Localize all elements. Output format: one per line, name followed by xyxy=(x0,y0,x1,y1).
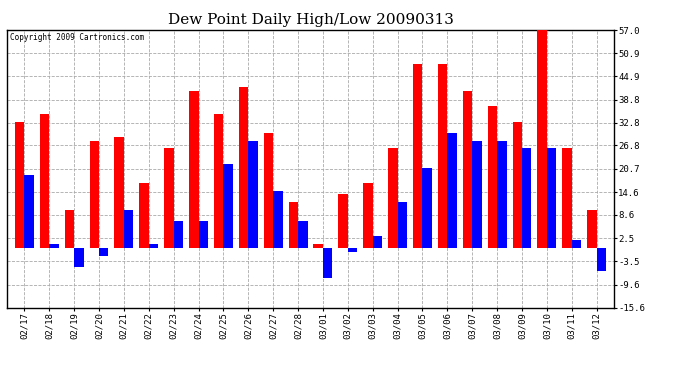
Bar xyxy=(373,236,382,248)
Bar xyxy=(438,64,447,248)
Bar xyxy=(463,91,472,248)
Bar xyxy=(488,106,497,248)
Bar xyxy=(538,30,547,248)
Bar xyxy=(397,202,407,248)
Bar xyxy=(497,141,506,248)
Bar xyxy=(273,190,283,248)
Bar xyxy=(388,148,397,248)
Bar xyxy=(24,175,34,248)
Bar xyxy=(363,183,373,248)
Bar xyxy=(323,248,333,279)
Bar xyxy=(338,194,348,248)
Bar xyxy=(513,122,522,248)
Text: Copyright 2009 Cartronics.com: Copyright 2009 Cartronics.com xyxy=(10,33,144,42)
Bar xyxy=(124,210,133,248)
Bar xyxy=(413,64,422,248)
Bar xyxy=(149,244,158,248)
Bar xyxy=(40,114,49,248)
Bar xyxy=(115,137,124,248)
Bar xyxy=(288,202,298,248)
Text: Dew Point Daily High/Low 20090313: Dew Point Daily High/Low 20090313 xyxy=(168,13,453,27)
Bar xyxy=(189,91,199,248)
Bar xyxy=(313,244,323,248)
Bar xyxy=(572,240,581,248)
Bar xyxy=(348,248,357,252)
Bar xyxy=(264,133,273,248)
Bar xyxy=(562,148,572,248)
Bar xyxy=(15,122,24,248)
Bar xyxy=(239,87,248,248)
Bar xyxy=(224,164,233,248)
Bar xyxy=(99,248,108,255)
Bar xyxy=(65,210,74,248)
Bar xyxy=(587,210,597,248)
Bar xyxy=(74,248,83,267)
Bar xyxy=(298,221,308,248)
Bar xyxy=(248,141,258,248)
Bar xyxy=(447,133,457,248)
Bar xyxy=(90,141,99,248)
Bar xyxy=(164,148,174,248)
Bar xyxy=(139,183,149,248)
Bar xyxy=(547,148,556,248)
Bar xyxy=(597,248,606,271)
Bar xyxy=(214,114,224,248)
Bar xyxy=(522,148,531,248)
Bar xyxy=(472,141,482,248)
Bar xyxy=(174,221,183,248)
Bar xyxy=(49,244,59,248)
Bar xyxy=(199,221,208,248)
Bar xyxy=(422,168,432,248)
